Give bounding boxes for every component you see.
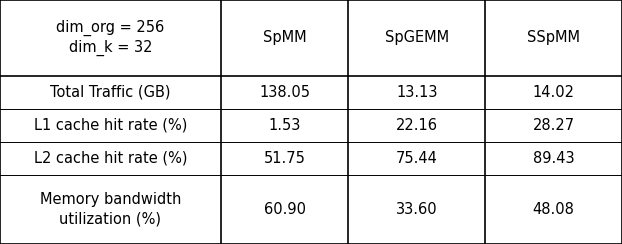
Text: SpGEMM: SpGEMM (384, 30, 449, 45)
Text: SSpMM: SSpMM (527, 30, 580, 45)
Text: 51.75: 51.75 (264, 151, 305, 166)
Text: 138.05: 138.05 (259, 85, 310, 100)
Text: SpMM: SpMM (262, 30, 307, 45)
Text: dim_org = 256
dim_k = 32: dim_org = 256 dim_k = 32 (56, 20, 165, 56)
Text: Total Traffic (GB): Total Traffic (GB) (50, 85, 170, 100)
Text: 33.60: 33.60 (396, 202, 437, 217)
Text: Memory bandwidth
utilization (%): Memory bandwidth utilization (%) (40, 192, 181, 226)
Text: 13.13: 13.13 (396, 85, 437, 100)
Text: 22.16: 22.16 (396, 118, 438, 133)
Text: 48.08: 48.08 (532, 202, 575, 217)
Text: L2 cache hit rate (%): L2 cache hit rate (%) (34, 151, 187, 166)
Text: 1.53: 1.53 (268, 118, 301, 133)
Text: 75.44: 75.44 (396, 151, 438, 166)
Text: L1 cache hit rate (%): L1 cache hit rate (%) (34, 118, 187, 133)
Text: 60.90: 60.90 (264, 202, 305, 217)
Text: 14.02: 14.02 (532, 85, 575, 100)
Text: 89.43: 89.43 (533, 151, 574, 166)
Text: 28.27: 28.27 (532, 118, 575, 133)
